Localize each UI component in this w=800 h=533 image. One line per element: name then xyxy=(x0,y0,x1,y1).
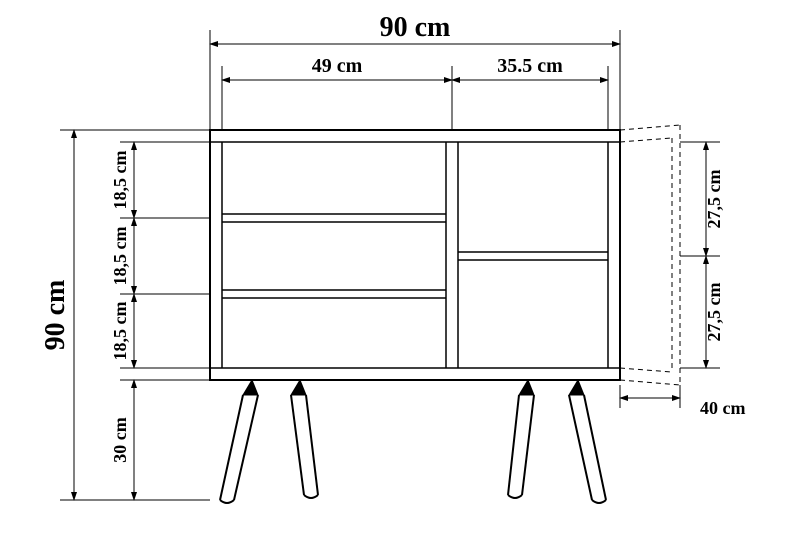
dim-drawer1: 18,5 cm xyxy=(110,151,130,210)
dim-drawer3: 18,5 cm xyxy=(110,302,130,361)
dim-left-width: 49 cm xyxy=(312,55,363,77)
dim-right-shelf2: 27,5 cm xyxy=(704,283,724,342)
dim-right-width: 35.5 cm xyxy=(497,55,563,77)
technical-drawing: 90 cm 49 cm 35.5 cm xyxy=(0,0,800,533)
dim-overall-height: 90 cm xyxy=(40,280,71,351)
dim-overall-width: 90 cm xyxy=(380,12,451,43)
dim-right-shelf1: 27,5 cm xyxy=(704,170,724,229)
dim-leg: 30 cm xyxy=(110,417,130,462)
legs xyxy=(220,380,606,503)
dim-depth: 40 cm xyxy=(700,398,745,418)
cabinet-outer xyxy=(210,130,620,380)
open-door xyxy=(620,125,680,385)
dim-drawer2: 18,5 cm xyxy=(110,227,130,286)
